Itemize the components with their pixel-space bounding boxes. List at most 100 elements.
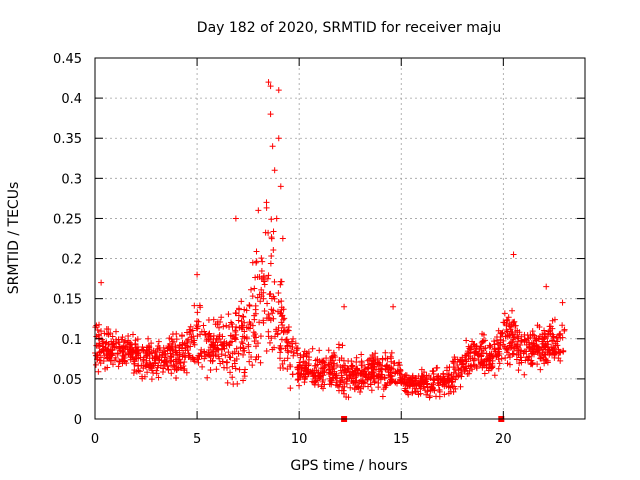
plot-frame — [94, 57, 586, 420]
data-point — [417, 375, 424, 382]
data-point — [406, 383, 413, 390]
data-point — [112, 354, 119, 361]
data-point — [268, 306, 275, 313]
data-point — [287, 385, 294, 392]
data-point — [187, 323, 194, 330]
data-point — [281, 328, 288, 335]
data-point — [491, 372, 498, 379]
data-point — [331, 368, 338, 375]
data-point — [501, 343, 508, 350]
data-point — [327, 377, 334, 384]
data-point — [498, 330, 505, 337]
data-point — [228, 319, 235, 326]
data-point — [272, 333, 279, 340]
x-axis-label: GPS time / hours — [290, 458, 407, 474]
data-point — [104, 354, 111, 361]
data-point — [258, 286, 265, 293]
data-point — [316, 347, 323, 354]
data-point — [121, 346, 128, 353]
data-point — [364, 357, 371, 364]
data-point — [494, 351, 501, 358]
data-point — [380, 386, 387, 393]
data-point — [495, 365, 502, 372]
data-point — [340, 362, 347, 369]
data-point — [284, 365, 291, 372]
data-point — [334, 382, 341, 389]
data-point — [219, 358, 226, 365]
data-point — [95, 368, 102, 375]
data-point — [115, 363, 122, 370]
data-point — [444, 375, 451, 382]
data-point — [165, 367, 172, 374]
data-point — [542, 330, 549, 337]
data-point — [504, 316, 511, 323]
data-point — [180, 363, 187, 370]
data-point — [261, 281, 268, 288]
data-point — [409, 390, 416, 397]
data-point — [155, 338, 162, 345]
x-tick-label: 0 — [91, 432, 99, 447]
data-point — [166, 346, 173, 353]
data-point — [509, 307, 516, 314]
data-point — [430, 371, 437, 378]
data-point — [252, 274, 259, 281]
data-point — [418, 366, 425, 373]
data-point — [160, 352, 167, 359]
data-point — [515, 367, 522, 374]
data-point — [267, 260, 274, 267]
data-point — [275, 135, 282, 142]
data-point — [235, 305, 242, 312]
data-point — [285, 323, 292, 330]
data-point — [144, 369, 151, 376]
data-point — [148, 376, 155, 383]
data-point — [339, 374, 346, 381]
data-point — [341, 366, 348, 373]
data-point — [233, 310, 240, 317]
data-point — [281, 357, 288, 364]
data-point — [561, 327, 568, 334]
data-point — [105, 331, 112, 338]
data-point — [125, 339, 132, 346]
data-point — [223, 322, 230, 329]
data-point — [320, 358, 327, 365]
data-point — [374, 361, 381, 368]
data-point — [319, 358, 326, 365]
data-point — [249, 293, 256, 300]
data-point — [101, 330, 108, 337]
data-point — [205, 316, 212, 323]
data-point — [236, 366, 243, 373]
data-point — [401, 376, 408, 383]
data-point — [454, 356, 461, 363]
data-point — [252, 330, 259, 337]
data-point — [491, 341, 498, 348]
data-point — [190, 333, 197, 340]
y-tick-label: 0.2 — [61, 253, 82, 268]
data-point — [265, 333, 272, 340]
data-point — [146, 350, 153, 357]
data-point — [113, 328, 120, 335]
data-point — [296, 373, 303, 380]
data-point — [243, 335, 250, 342]
data-point — [491, 346, 498, 353]
data-point — [125, 333, 132, 340]
data-point — [449, 378, 456, 385]
data-point — [160, 365, 167, 372]
data-point — [277, 183, 284, 190]
data-point — [300, 351, 307, 358]
data-point — [325, 371, 332, 378]
data-point — [314, 361, 321, 368]
data-point — [251, 338, 258, 345]
data-point — [497, 333, 504, 340]
data-point — [241, 306, 248, 313]
data-point — [148, 340, 155, 347]
data-point — [220, 364, 227, 371]
data-point — [381, 375, 388, 382]
data-point — [463, 337, 470, 344]
data-point — [132, 340, 139, 347]
data-point — [267, 317, 274, 324]
data-point — [301, 364, 308, 371]
data-point — [537, 354, 544, 361]
data-point — [501, 310, 508, 317]
data-point — [296, 382, 303, 389]
data-point — [254, 294, 261, 301]
